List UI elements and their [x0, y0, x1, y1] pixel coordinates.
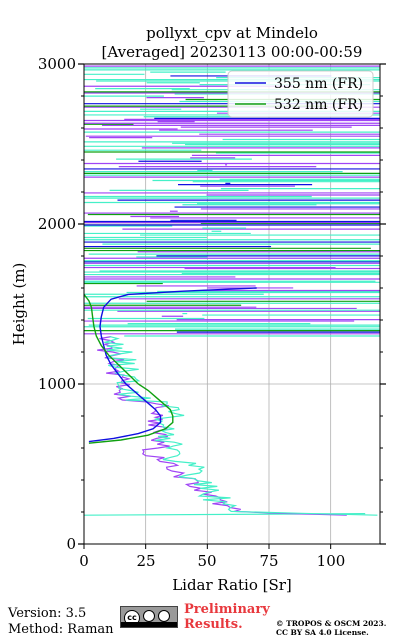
chart-subtitle: [Averaged] 20230113 00:00-00:59 — [102, 43, 363, 61]
copyright-line1: © TROPOS & OSCM 2023. — [276, 619, 387, 628]
legend-label-355: 355 nm (FR) — [274, 76, 363, 92]
series-line — [84, 293, 174, 444]
series-lines — [84, 287, 257, 444]
preliminary-notice: Preliminary Results. — [184, 602, 270, 632]
x-tick-label: 0 — [79, 552, 89, 570]
method-label: Method: Raman — [8, 622, 114, 637]
by-icon — [143, 610, 155, 622]
legend-label-532: 532 nm (FR) — [274, 97, 363, 113]
sa-icon — [158, 610, 170, 622]
preliminary-line2: Results. — [184, 617, 243, 632]
x-axis-label: Lidar Ratio [Sr] — [172, 576, 292, 594]
axis-ticks — [78, 63, 386, 549]
lidar-ratio-chart: pollyxt_cpv at Mindelo [Averaged] 202301… — [10, 24, 386, 594]
y-tick-label: 3000 — [38, 55, 76, 73]
cc-license-badge: cc — [120, 606, 178, 628]
y-tick-label: 0 — [66, 535, 76, 553]
y-tick-label: 1000 — [38, 375, 76, 393]
copyright-notice: © TROPOS & OSCM 2023. CC BY SA 4.0 Licen… — [276, 619, 386, 637]
plot-frame — [83, 63, 381, 545]
raman-noisy-profiles — [84, 65, 380, 516]
version-label: Version: 3.5 — [8, 606, 87, 621]
series-line — [88, 287, 257, 443]
legend: 355 nm (FR) 532 nm (FR) — [227, 70, 374, 118]
y-tick-label: 2000 — [38, 215, 76, 233]
copyright-line2: CC BY SA 4.0 License. — [276, 628, 369, 637]
version-info: Version: 3.5 Method: Raman — [8, 606, 114, 638]
preliminary-line1: Preliminary — [184, 602, 270, 617]
x-tick-label: 75 — [259, 552, 278, 570]
y-axis-label: Height (m) — [10, 263, 28, 346]
raman-profile-line — [104, 336, 378, 516]
chart-title: pollyxt_cpv at Mindelo — [146, 24, 318, 42]
x-tick-label: 100 — [317, 552, 346, 570]
x-tick-label: 50 — [197, 552, 216, 570]
x-tick-label: 25 — [136, 552, 155, 570]
